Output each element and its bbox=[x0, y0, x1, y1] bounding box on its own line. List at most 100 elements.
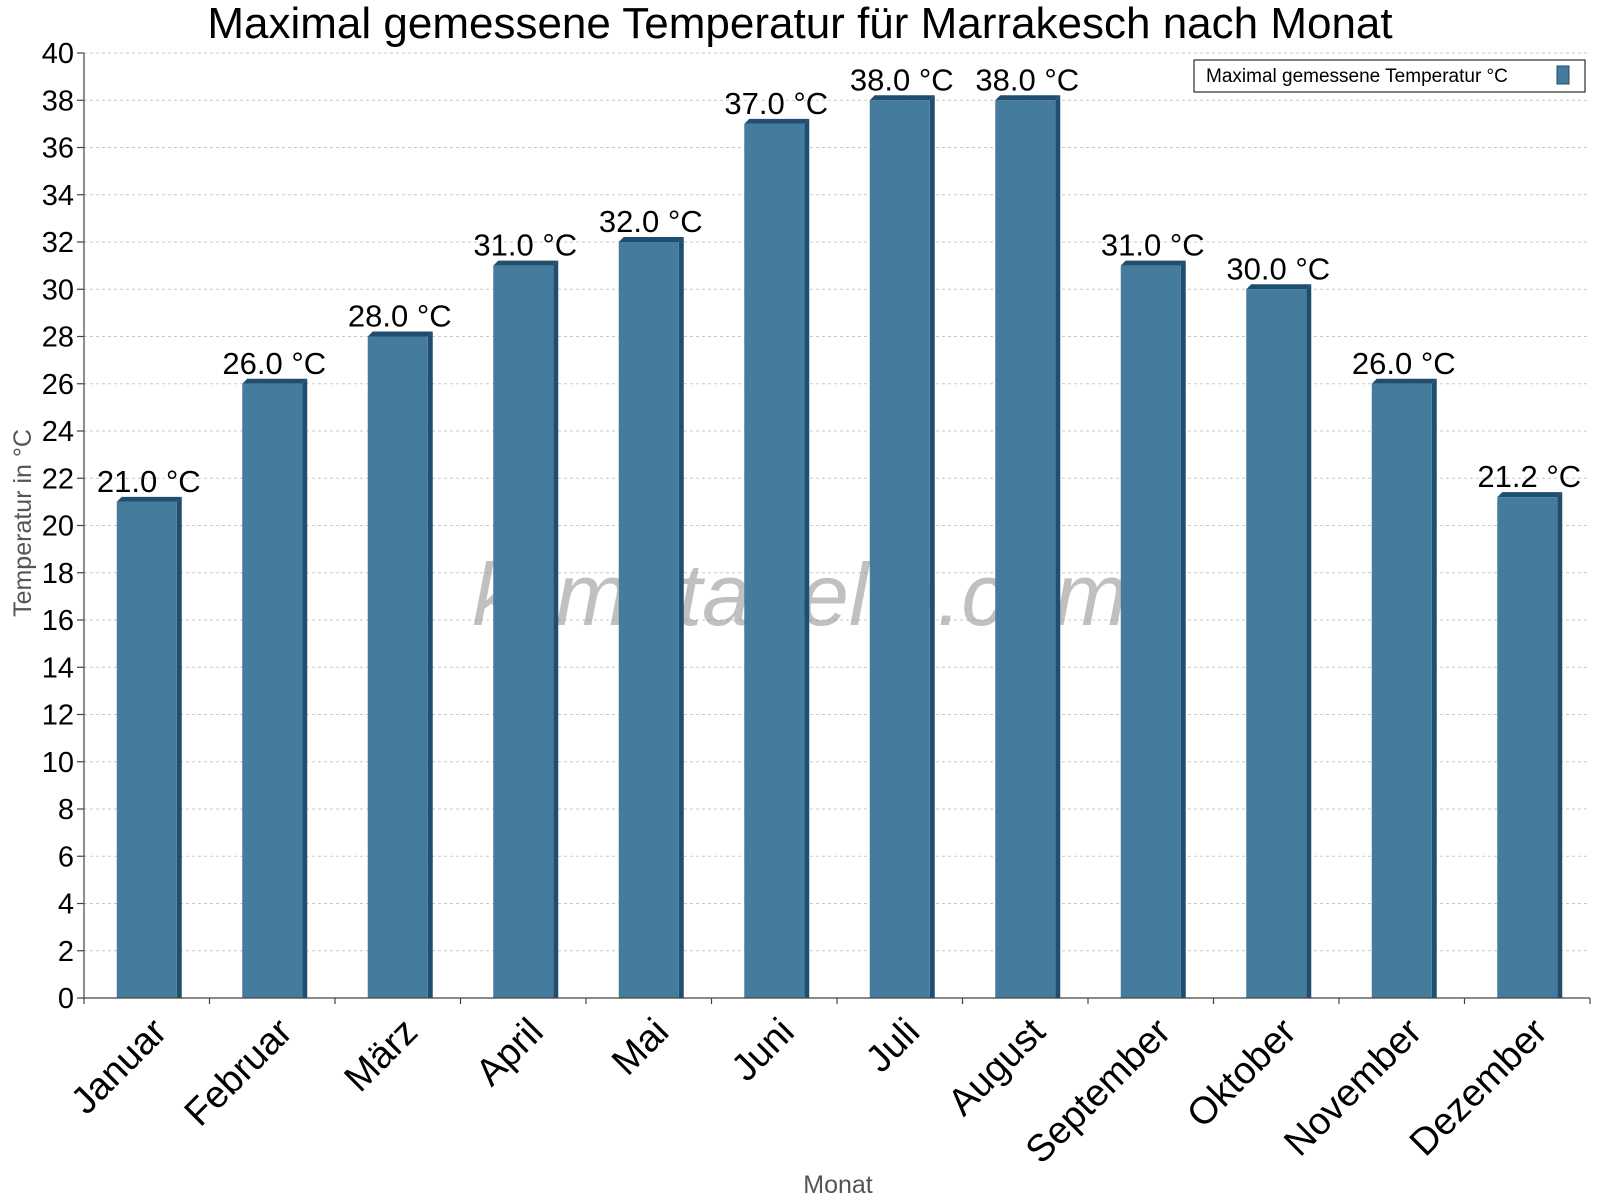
bar-face bbox=[618, 242, 679, 998]
bar-top bbox=[116, 496, 182, 502]
axes bbox=[77, 52, 1591, 1004]
bar-top bbox=[1120, 260, 1186, 266]
bar-juli bbox=[869, 95, 935, 998]
bar-top bbox=[744, 118, 810, 124]
x-tick-label: Juni bbox=[724, 1011, 803, 1090]
bar-januar bbox=[116, 496, 182, 998]
y-tick-label: 10 bbox=[42, 747, 74, 779]
x-tick-label: Juli bbox=[858, 1011, 928, 1081]
bar-side bbox=[176, 496, 182, 998]
x-tick-label: August bbox=[940, 1010, 1054, 1124]
legend-swatch bbox=[1556, 65, 1570, 85]
y-tick-label: 2 bbox=[58, 936, 74, 968]
y-tick-label: 28 bbox=[42, 322, 74, 354]
bars bbox=[116, 95, 1563, 998]
y-tick-label: 24 bbox=[42, 416, 74, 448]
data-label: 38.0 °C bbox=[975, 62, 1079, 97]
y-tick-label: 20 bbox=[42, 511, 74, 543]
bar-side bbox=[929, 95, 935, 998]
x-tick-label: Januar bbox=[63, 1010, 175, 1122]
bar-side bbox=[553, 260, 559, 998]
bar-april bbox=[493, 260, 559, 998]
x-axis-label: Monat bbox=[803, 1171, 873, 1199]
grid-lines bbox=[84, 52, 1590, 952]
bar-juni bbox=[744, 118, 810, 998]
bar-side bbox=[804, 118, 810, 998]
data-label: 37.0 °C bbox=[724, 86, 828, 121]
y-tick-label: 32 bbox=[42, 227, 74, 259]
data-label: 28.0 °C bbox=[348, 299, 452, 334]
y-tick-label: 18 bbox=[42, 558, 74, 590]
legend-label: Maximal gemessene Temperatur °C bbox=[1206, 66, 1508, 87]
data-label: 30.0 °C bbox=[1226, 251, 1330, 286]
bar-side bbox=[1557, 492, 1563, 998]
bar-top bbox=[995, 95, 1061, 101]
bar-side bbox=[427, 331, 433, 998]
bar-dezember bbox=[1497, 492, 1563, 998]
y-tick-label: 16 bbox=[42, 605, 74, 637]
bar-februar bbox=[242, 378, 308, 998]
bar-face bbox=[1246, 289, 1307, 998]
bar-face bbox=[116, 501, 177, 998]
y-tick-label: 26 bbox=[42, 369, 74, 401]
x-tick-label: März bbox=[337, 1011, 426, 1100]
bar-top bbox=[242, 378, 308, 384]
data-label: 32.0 °C bbox=[599, 204, 703, 239]
bar-top bbox=[1371, 378, 1437, 384]
legend: Maximal gemessene Temperatur °C bbox=[1193, 59, 1586, 93]
bar-side bbox=[678, 237, 684, 998]
bar-side bbox=[1306, 284, 1312, 998]
bar-face bbox=[367, 336, 428, 998]
bar-august bbox=[995, 95, 1061, 998]
bar-face bbox=[869, 100, 930, 998]
bar-face bbox=[493, 265, 554, 998]
y-tick-label: 6 bbox=[58, 841, 74, 873]
data-label: 26.0 °C bbox=[222, 346, 326, 381]
x-tick-label: Mai bbox=[604, 1011, 677, 1084]
y-tick-label: 14 bbox=[42, 652, 74, 684]
y-tick-label: 34 bbox=[42, 180, 74, 212]
chart-title: Maximal gemessene Temperatur für Marrake… bbox=[207, 0, 1392, 48]
data-label: 31.0 °C bbox=[473, 228, 577, 263]
bar-side bbox=[302, 378, 308, 998]
x-tick-label: Februar bbox=[177, 1010, 301, 1134]
y-tick-label: 38 bbox=[42, 85, 74, 117]
data-label: 26.0 °C bbox=[1352, 346, 1456, 381]
bar-september bbox=[1120, 260, 1186, 998]
y-tick-label: 22 bbox=[42, 463, 74, 495]
data-label: 38.0 °C bbox=[850, 62, 954, 97]
y-tick-label: 4 bbox=[58, 889, 74, 921]
bar-märz bbox=[367, 331, 433, 998]
bar-side bbox=[1431, 378, 1437, 998]
x-tick-label: April bbox=[468, 1011, 551, 1094]
y-tick-label: 12 bbox=[42, 700, 74, 732]
bar-mai bbox=[618, 237, 684, 998]
bar-side bbox=[1055, 95, 1061, 998]
legend-box bbox=[1193, 59, 1586, 93]
bar-top bbox=[493, 260, 559, 266]
y-axis-label: Temperatur in °C bbox=[9, 429, 37, 617]
y-tick-label: 36 bbox=[42, 133, 74, 165]
bar-top bbox=[367, 331, 433, 337]
bar-face bbox=[1120, 265, 1181, 998]
bar-top bbox=[1497, 492, 1563, 498]
y-tick-label: 40 bbox=[42, 38, 74, 70]
data-label: 21.0 °C bbox=[97, 464, 201, 499]
bar-oktober bbox=[1246, 284, 1312, 998]
bar-top bbox=[1246, 284, 1312, 290]
y-tick-label: 8 bbox=[58, 794, 74, 826]
x-tick-label: Dezember bbox=[1402, 1010, 1556, 1164]
bar-top bbox=[869, 95, 935, 101]
x-tick-label: Oktober bbox=[1179, 1010, 1305, 1136]
bar-november bbox=[1371, 378, 1437, 998]
bar-face bbox=[242, 383, 303, 998]
bar-face bbox=[1497, 497, 1558, 998]
data-label: 21.2 °C bbox=[1477, 459, 1581, 494]
data-label: 31.0 °C bbox=[1101, 228, 1205, 263]
bar-side bbox=[1180, 260, 1186, 998]
bar-face bbox=[744, 123, 805, 998]
bar-top bbox=[618, 237, 684, 242]
y-tick-label: 0 bbox=[58, 983, 74, 1015]
bar-face bbox=[995, 100, 1056, 998]
